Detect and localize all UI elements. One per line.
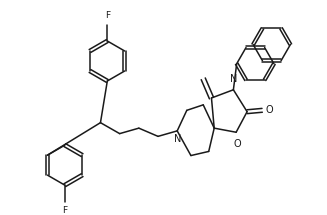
Text: F: F bbox=[105, 11, 110, 20]
Text: O: O bbox=[266, 105, 273, 115]
Text: N: N bbox=[174, 134, 181, 144]
Text: N: N bbox=[230, 74, 237, 84]
Text: F: F bbox=[62, 206, 67, 215]
Text: O: O bbox=[234, 139, 241, 149]
